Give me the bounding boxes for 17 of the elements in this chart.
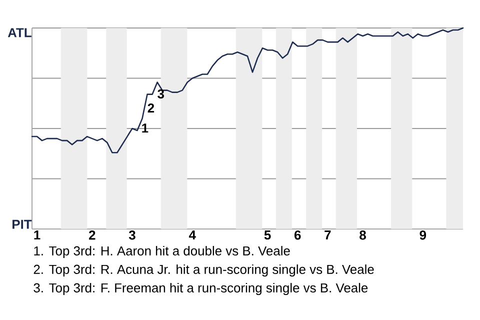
x-tick-label: 3 <box>128 230 136 240</box>
text: 1. Top 3rd: H. Aaron hit a double vs B. Veale <box>34 246 290 258</box>
annotation: 2 <box>148 103 154 113</box>
text: 2. Top 3rd: R. Acuna Jr. hit a run-scoring single vs B. Veale <box>34 264 374 277</box>
x-tick-label: 7 <box>324 230 331 240</box>
text: PIT <box>12 220 32 229</box>
x-tick-label: 2 <box>88 230 96 240</box>
text: 3. Top 3rd: F. Freeman hit a run-scoring single vs B. Veale <box>34 282 368 296</box>
x-tick-label: 1 <box>34 230 40 240</box>
x-tick-label: 8 <box>360 230 366 240</box>
annotation: 1 <box>142 124 148 133</box>
x-tick-label: 4 <box>188 230 196 240</box>
annotation: 3 <box>158 89 164 99</box>
x-tick-label: 9 <box>420 230 426 240</box>
text: ATL <box>8 28 32 38</box>
x-tick-label: 6 <box>294 230 301 240</box>
x-tick-label: 5 <box>264 230 271 240</box>
